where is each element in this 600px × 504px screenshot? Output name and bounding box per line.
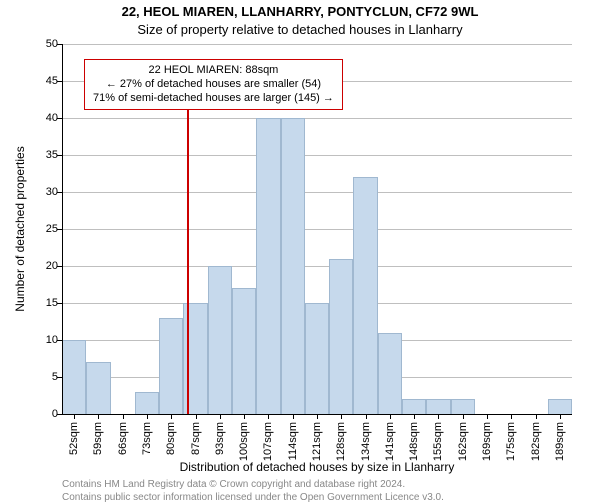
histogram-bar xyxy=(402,399,426,414)
y-axis-line xyxy=(62,44,63,414)
x-tick-label: 52sqm xyxy=(68,422,80,455)
x-tick-label: 134sqm xyxy=(360,422,372,461)
x-tick-label: 128sqm xyxy=(335,422,347,461)
y-tick-label: 15 xyxy=(30,297,58,309)
histogram-bar xyxy=(353,177,377,414)
histogram-bar xyxy=(378,333,402,414)
marker-line xyxy=(187,77,189,414)
x-tick-label: 100sqm xyxy=(238,422,250,461)
x-tick-label: 182sqm xyxy=(530,422,542,461)
y-tick-label: 25 xyxy=(30,223,58,235)
annotation-line1: 22 HEOL MIAREN: 88sqm xyxy=(93,63,334,77)
gridline xyxy=(62,44,572,45)
chart-title-main: 22, HEOL MIAREN, LLANHARRY, PONTYCLUN, C… xyxy=(0,4,600,19)
y-tick-label: 5 xyxy=(30,371,58,383)
annotation-line2: ← 27% of detached houses are smaller (54… xyxy=(93,77,334,91)
histogram-bar xyxy=(256,118,280,414)
y-tick-label: 30 xyxy=(30,186,58,198)
x-tick-label: 141sqm xyxy=(384,422,396,461)
histogram-bar xyxy=(62,340,86,414)
chart-title-sub: Size of property relative to detached ho… xyxy=(0,22,600,37)
x-tick-label: 59sqm xyxy=(92,422,104,455)
footer-line2: Contains public sector information licen… xyxy=(62,491,444,504)
y-tick-label: 10 xyxy=(30,334,58,346)
y-tick-label: 35 xyxy=(30,149,58,161)
histogram-bar xyxy=(86,362,110,414)
y-axis-label: Number of detached properties xyxy=(13,139,27,319)
x-tick-label: 73sqm xyxy=(141,422,153,455)
histogram-bar xyxy=(548,399,572,414)
x-tick-label: 87sqm xyxy=(190,422,202,455)
x-tick-label: 107sqm xyxy=(262,422,274,461)
x-tick-label: 114sqm xyxy=(287,422,299,460)
x-tick-label: 169sqm xyxy=(481,422,493,461)
gridline xyxy=(62,118,572,119)
y-tick-label: 40 xyxy=(30,112,58,124)
x-axis-label: Distribution of detached houses by size … xyxy=(62,460,572,474)
footer-line1: Contains HM Land Registry data © Crown c… xyxy=(62,478,444,491)
footer-text: Contains HM Land Registry data © Crown c… xyxy=(62,478,444,504)
x-tick-label: 148sqm xyxy=(408,422,420,461)
histogram-bar xyxy=(159,318,183,414)
y-tick-label: 50 xyxy=(30,38,58,50)
chart-plot-area: 22 HEOL MIAREN: 88sqm← 27% of detached h… xyxy=(62,44,572,414)
gridline xyxy=(62,229,572,230)
histogram-bar xyxy=(451,399,475,414)
y-tick-label: 0 xyxy=(30,408,58,420)
histogram-bar xyxy=(329,259,353,414)
gridline xyxy=(62,155,572,156)
x-tick-label: 189sqm xyxy=(554,422,566,461)
x-axis-line xyxy=(62,414,572,415)
gridline xyxy=(62,266,572,267)
histogram-bar xyxy=(208,266,232,414)
histogram-bar xyxy=(232,288,256,414)
histogram-bar xyxy=(426,399,450,414)
y-tick-label: 20 xyxy=(30,260,58,272)
x-tick-label: 121sqm xyxy=(311,422,323,461)
x-tick-label: 175sqm xyxy=(505,422,517,461)
histogram-bar xyxy=(135,392,159,414)
y-tick-label: 45 xyxy=(30,75,58,87)
x-tick-label: 162sqm xyxy=(457,422,469,461)
histogram-bar xyxy=(305,303,329,414)
x-tick-label: 66sqm xyxy=(117,422,129,455)
annotation-box: 22 HEOL MIAREN: 88sqm← 27% of detached h… xyxy=(84,59,343,110)
x-tick-label: 93sqm xyxy=(214,422,226,455)
x-tick-label: 80sqm xyxy=(165,422,177,455)
gridline xyxy=(62,192,572,193)
annotation-line3: 71% of semi-detached houses are larger (… xyxy=(93,91,334,105)
histogram-bar xyxy=(281,118,305,414)
x-tick-label: 155sqm xyxy=(432,422,444,461)
